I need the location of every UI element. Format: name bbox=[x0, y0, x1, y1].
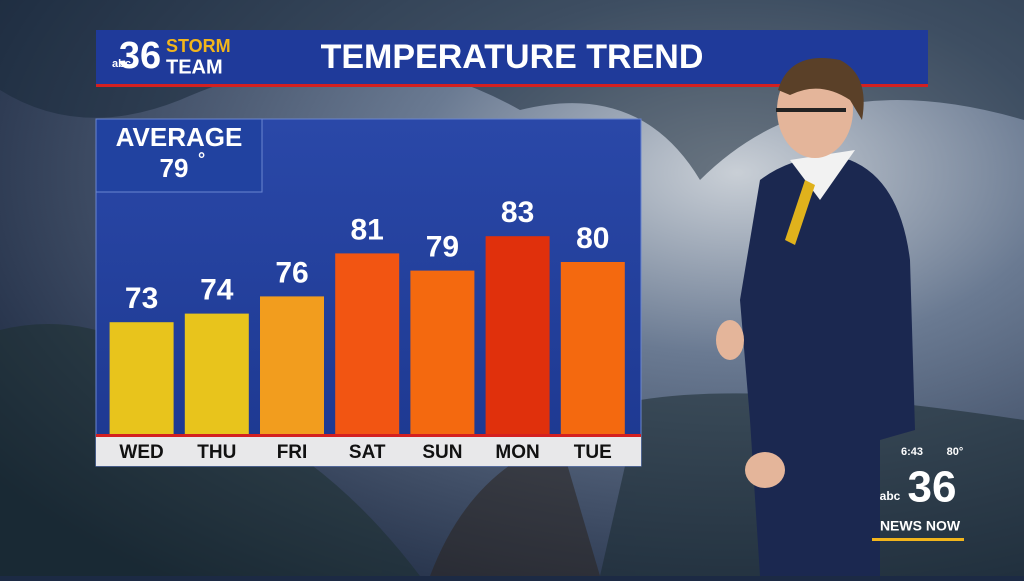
presenter bbox=[716, 58, 915, 576]
bug-number: 36 bbox=[908, 463, 957, 512]
x-tick-label: MON bbox=[495, 442, 539, 463]
average-unit: ° bbox=[198, 149, 205, 169]
value-label: 80 bbox=[576, 222, 609, 255]
bar bbox=[485, 236, 550, 434]
x-tick-label: SUN bbox=[422, 442, 462, 463]
average-value: 79 bbox=[160, 153, 189, 183]
bug-network: abc bbox=[880, 489, 901, 503]
bar bbox=[109, 322, 174, 434]
bar bbox=[335, 253, 400, 434]
value-label: 74 bbox=[200, 274, 234, 307]
bar bbox=[260, 296, 324, 434]
logo-network: abc bbox=[112, 58, 131, 70]
x-tick-label: TUE bbox=[574, 442, 612, 463]
bar bbox=[560, 262, 625, 434]
value-label: 76 bbox=[275, 256, 308, 289]
average-label: AVERAGE bbox=[116, 122, 243, 152]
value-label: 81 bbox=[351, 213, 384, 246]
bug-time: 6:43 bbox=[901, 446, 923, 458]
average-box bbox=[95, 118, 263, 193]
value-label: 83 bbox=[501, 196, 534, 229]
value-label: 73 bbox=[125, 282, 158, 315]
baseline bbox=[96, 434, 641, 437]
x-tick-label: FRI bbox=[277, 442, 308, 463]
logo-line2: TEAM bbox=[166, 56, 223, 78]
x-tick-label: WED bbox=[119, 442, 163, 463]
category-band bbox=[96, 437, 641, 466]
bug-rule bbox=[872, 538, 964, 541]
title-rule bbox=[96, 84, 928, 87]
chart-title: TEMPERATURE TREND bbox=[321, 38, 704, 76]
x-tick-label: SAT bbox=[349, 442, 386, 463]
x-tick-label: THU bbox=[197, 442, 236, 463]
bar bbox=[184, 313, 249, 434]
bug-temperature: 80° bbox=[947, 446, 964, 458]
bug-tagline: NEWS NOW bbox=[880, 518, 961, 534]
logo-line1: STORM bbox=[166, 36, 231, 56]
logo-number: 36 bbox=[119, 35, 161, 77]
bars: 73 WED 74 THU 76 FRI 81 SAT 79 SUN 83 MON 80 TUE bbox=[109, 196, 625, 463]
bar bbox=[410, 270, 475, 434]
value-label: 79 bbox=[426, 231, 459, 264]
